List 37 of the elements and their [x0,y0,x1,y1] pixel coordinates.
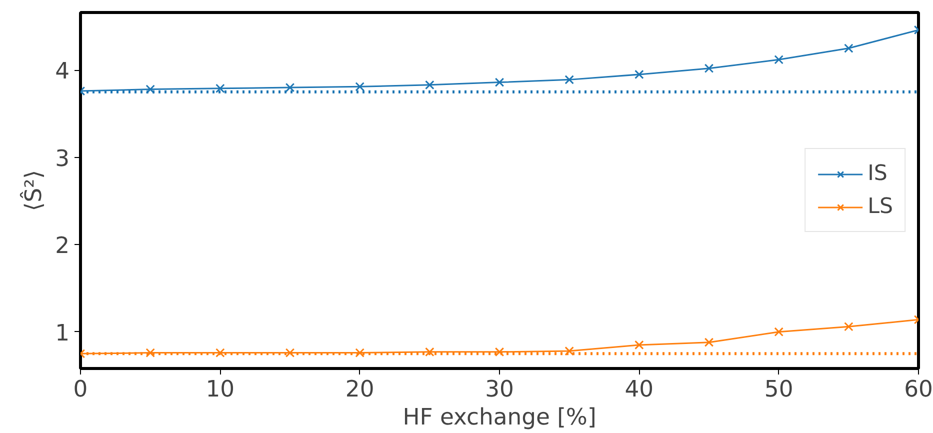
point [355,348,364,358]
legend-label: LS [868,194,893,219]
point [494,78,504,87]
point [774,327,784,336]
point [634,340,644,350]
point [285,348,295,358]
point [216,348,225,358]
x-tick-label: 0 [73,376,88,402]
point [425,80,434,90]
point [634,70,644,80]
point [425,347,434,357]
point [494,347,504,357]
x-tick-label: 60 [904,376,933,402]
y-tick-label: 4 [55,58,70,85]
x-axis-title: HF exchange [%] [402,404,596,430]
y-tick-label: 1 [55,320,70,346]
point [146,348,155,358]
point [844,44,854,53]
x-tick-label: 50 [764,376,794,402]
y-tick-label: 3 [55,146,70,172]
x-tick-label: 20 [345,376,374,402]
point [285,82,295,92]
point [355,82,364,92]
y-tick-label: 2 [55,233,70,260]
x-tick-label: 30 [485,376,514,402]
legend-label: IS [868,161,888,186]
point [146,84,155,94]
point [704,64,714,73]
x-tick-label: 40 [624,376,654,402]
point [564,346,574,356]
y-axis-title: ⟨Ŝ²⟩ [19,170,48,212]
point [564,75,574,84]
x-tick-label: 10 [206,376,235,402]
point [844,322,854,332]
point [704,338,714,347]
point [774,54,784,64]
point [216,84,225,94]
